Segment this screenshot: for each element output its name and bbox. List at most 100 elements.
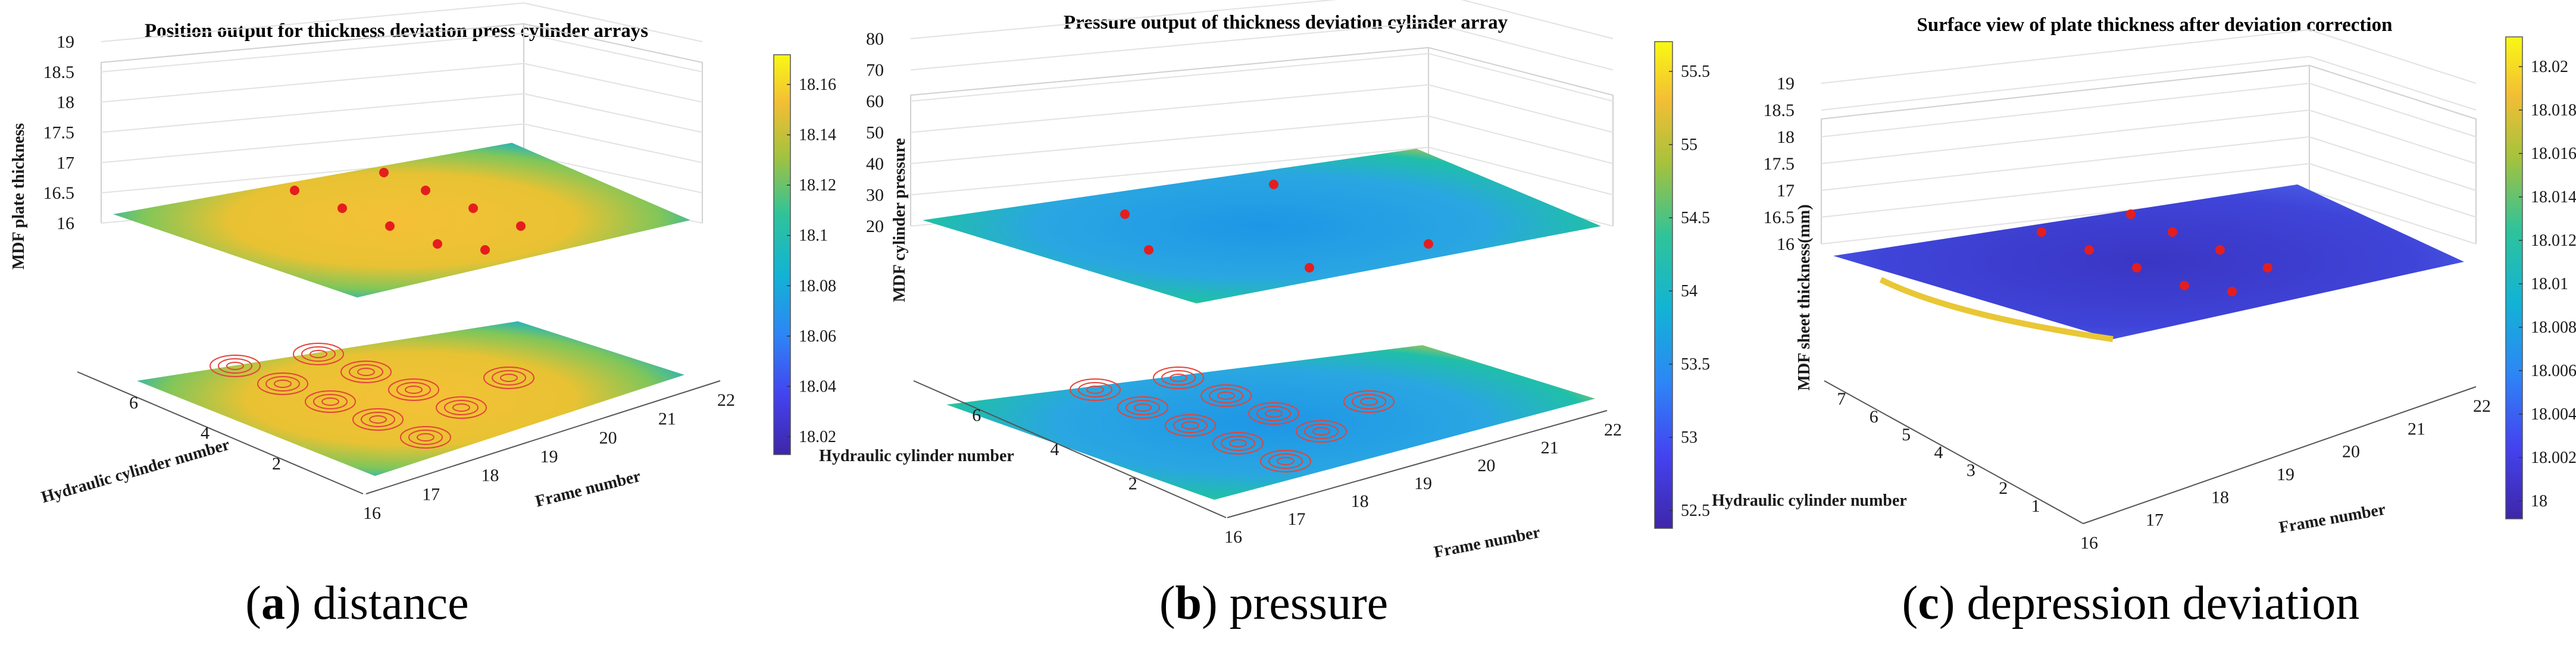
panel-3-xlabel: Frame number <box>2278 500 2387 537</box>
panel-1-colorbar-tick: 18.14 <box>799 126 836 145</box>
panel-2-contour-ring <box>1343 390 1395 413</box>
panel-2-back-wall-left <box>910 46 1429 226</box>
panel-3-colorbar-tick: 18.012 <box>2531 231 2576 250</box>
panel-2-ztick: 70 <box>866 61 884 80</box>
panel-2-zgrid <box>910 146 1614 196</box>
panel-1-zgrid <box>101 32 703 73</box>
panel-3-ytick: 6 <box>1870 407 1878 427</box>
panel-3-ztick: 18.5 <box>1764 101 1795 120</box>
panel-1-ztick: 17.5 <box>43 123 75 143</box>
panel-3-marker <box>2132 263 2142 273</box>
panel-2-zgrid <box>910 84 1614 133</box>
panel-1-surface <box>113 143 690 297</box>
panel-1-marker <box>480 245 490 255</box>
panel-1-contour-ring <box>357 368 375 376</box>
panel-2-contour-ring <box>1265 409 1283 418</box>
panel-1-contour-ring <box>408 430 443 445</box>
panel-1-contour-ring <box>265 376 300 391</box>
panel-3-colorbar: 18 18.002 18.004 18.006 18.008 18.01 18.012 18.… <box>2505 36 2576 519</box>
panel-3-colorbar-tick: 18.02 <box>2531 58 2568 76</box>
panel-2-contour-ring <box>1153 367 1204 389</box>
panel-3-ytick: 5 <box>1902 425 1911 444</box>
panel-3-marker <box>2084 245 2094 255</box>
panel-1-xtick: 19 <box>540 447 558 466</box>
panel-2-zgrid <box>910 21 1614 71</box>
panel-3: Surface view of plate thickness after de… <box>1712 14 2576 629</box>
panel-2-contour-ring <box>1161 370 1196 386</box>
panel-3-marker <box>2168 227 2177 237</box>
panel-2-surface-patch <box>923 149 1601 303</box>
panel-1-contour-ring <box>369 415 387 424</box>
panel-2-marker <box>1424 239 1433 249</box>
panel-1-zgrid <box>101 123 703 164</box>
panel-2-contour-ring <box>1209 388 1243 403</box>
panel-2-title: Pressure output of thickness deviation c… <box>1064 12 1508 33</box>
panel-3-marker <box>2227 287 2237 296</box>
panel-2-surface <box>923 149 1601 303</box>
panel-3-xtick: 16 <box>2080 533 2098 553</box>
panel-2-contour-ring <box>1117 396 1168 419</box>
panel-2-xlabel: Frame number <box>1432 523 1542 562</box>
panel-1-contour-ring <box>500 374 518 382</box>
panel-1-contour-ring <box>274 380 292 388</box>
panel-2-ytick: 4 <box>1051 440 1059 459</box>
panel-2-ztick: 30 <box>866 186 884 205</box>
panel-2-colorbar-bar <box>1654 41 1673 529</box>
panel-2-contour-ring <box>1312 427 1330 436</box>
panel-3-colorbar-tick: 18 <box>2531 492 2547 510</box>
panel-3-ztick: 17 <box>1777 181 1795 201</box>
panel-3-colorbar-bar <box>2505 36 2523 519</box>
panel-1-caption: (a) distance <box>245 577 468 629</box>
panel-2-caption: (b) pressure <box>1159 577 1388 629</box>
panel-2-ztick: 50 <box>866 123 884 143</box>
panel-2-ylabel: Hydraulic cylinder number <box>819 447 1014 465</box>
panel-2-marker <box>1269 180 1278 189</box>
panel-2-contour-ring <box>1086 386 1104 394</box>
panel-1-ztick: 18 <box>57 93 74 112</box>
panel-2-contour-ring <box>1070 378 1121 401</box>
panel-3-xtick: 19 <box>2277 465 2294 484</box>
panel-1-contour-ring <box>436 396 487 419</box>
panel-2-marker <box>1305 263 1314 273</box>
panel-3-ztick: 19 <box>1777 74 1795 93</box>
panel-3-colorbar-tick: 18.008 <box>2531 318 2576 337</box>
panel-3-colorbar-tick: 18.006 <box>2531 362 2576 380</box>
panel-3-ytick: 2 <box>1999 478 2008 498</box>
panel-1-x-axis-line <box>365 380 721 494</box>
panel-3-ytick: 1 <box>2031 496 2040 516</box>
panel-1-xtick: 16 <box>363 503 381 523</box>
panel-3-xtick: 21 <box>2408 419 2425 439</box>
panel-1-contour-ring <box>349 364 383 380</box>
panel-3-xtick: 17 <box>2146 510 2164 530</box>
panel-1-xtick: 21 <box>658 409 676 429</box>
panel-2-contour-ring <box>1260 450 1311 472</box>
panel-2-xtick: 20 <box>1477 456 1495 475</box>
panel-3-colorbar-tick: 18.014 <box>2531 188 2576 206</box>
panel-2-contour-ring <box>1078 382 1112 397</box>
panel-3-y-axis-line <box>1824 380 2084 524</box>
panel-1-contour-ring <box>452 403 470 412</box>
panel-2-contour-ring <box>1217 391 1235 400</box>
panel-1-contour-ring <box>310 350 327 358</box>
panel-3-colorbar-tick: 18.01 <box>2531 275 2568 293</box>
panel-1-colorbar-tick: 18.06 <box>799 327 836 346</box>
panel-3-ztick: 16.5 <box>1764 208 1795 227</box>
panel-3-marker <box>2126 209 2136 219</box>
panel-2-zgrid <box>910 52 1614 102</box>
panel-1-contour-ring <box>444 400 479 415</box>
panel-2-contour-ring <box>1212 432 1264 455</box>
panel-1-surface-patch <box>113 143 690 297</box>
panel-2-contour-ring <box>1165 414 1216 437</box>
panel-3-zgrid <box>1821 29 2477 84</box>
panel-1-xtick: 17 <box>422 484 440 504</box>
panel-3-zgrid <box>1821 136 2477 191</box>
panel-1-ytick: 2 <box>272 454 281 474</box>
panel-1-contour-ring <box>226 362 244 370</box>
panel-2-contour-ring <box>1352 394 1386 409</box>
panel-3-ytick: 3 <box>1967 461 1975 480</box>
panel-1-zgrid <box>101 93 703 133</box>
panel-3-colorbar-tick: 18.016 <box>2531 145 2576 163</box>
panel-1-contour-ring <box>352 408 404 431</box>
panel-1-ztick: 16.5 <box>43 183 75 203</box>
panel-2-contour-ring <box>1134 403 1152 412</box>
